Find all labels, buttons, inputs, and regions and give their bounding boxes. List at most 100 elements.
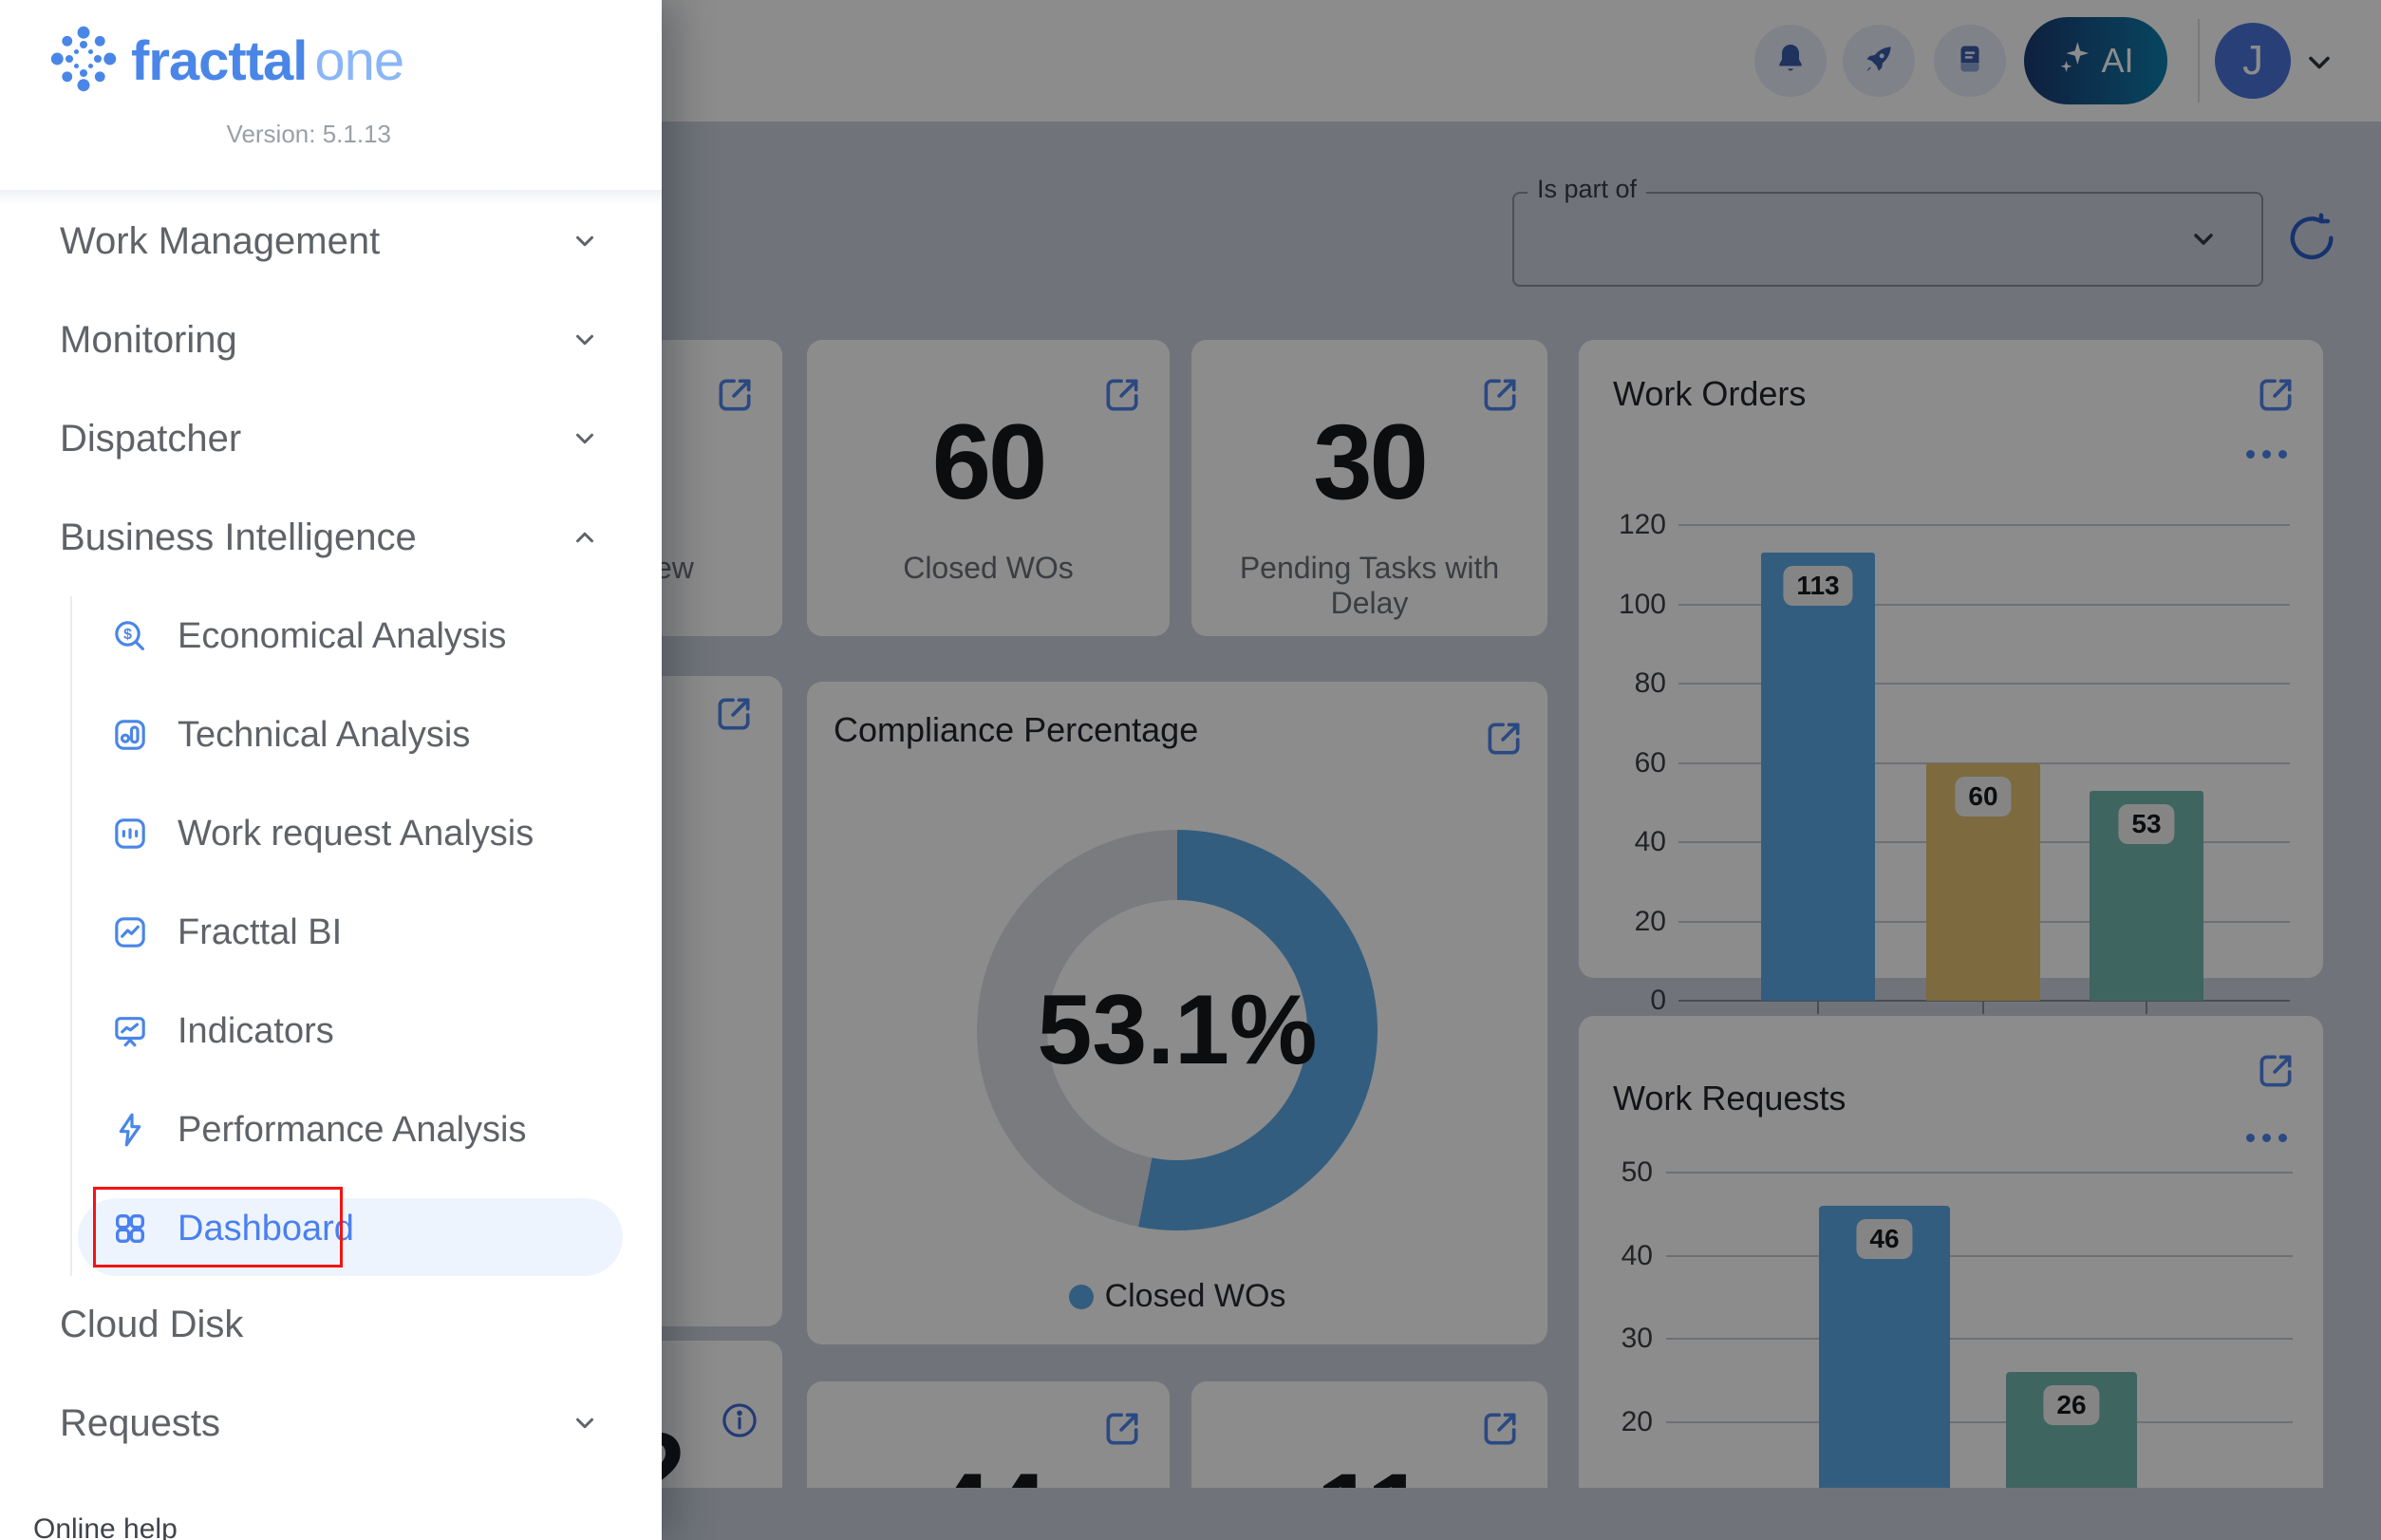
fracttal-logo-mark [49, 25, 118, 98]
compliance-title: Compliance Percentage [834, 710, 1199, 749]
chevron-down-icon [571, 1409, 599, 1437]
y-axis-tick-label: 100 [1618, 588, 1666, 620]
documentation-button[interactable] [1934, 25, 2006, 97]
y-axis-tick-label: 20 [1621, 1406, 1653, 1437]
sidebar-item-business-intelligence[interactable]: Business Intelligence [0, 488, 662, 587]
work-requests-card: Work Requests 20 30 40 50 46 26 [1579, 1016, 2323, 1488]
active-item-highlight [78, 1198, 623, 1276]
sidebar-header-shadow [0, 190, 662, 205]
sidebar-item-dashboard[interactable]: Dashboard [0, 1179, 662, 1278]
avatar-initial: J [2242, 37, 2263, 84]
sidebar-item-work-request-analysis[interactable]: Work request Analysis [0, 784, 662, 883]
open-external-icon[interactable] [1479, 1408, 1521, 1450]
sidebar-item-label: Dispatcher [60, 417, 242, 460]
sidebar-item-label: Cloud Disk [60, 1303, 244, 1345]
x-axis-tick [2146, 1001, 2147, 1014]
header-divider [2198, 19, 2200, 103]
user-avatar[interactable]: J [2215, 23, 2291, 99]
bar-value-label: 113 [1783, 566, 1853, 607]
whats-new-button[interactable] [1843, 25, 1915, 97]
bar-wo [1761, 553, 1875, 1001]
donut-legend: Closed WOs [807, 1278, 1547, 1315]
open-external-icon[interactable] [1101, 374, 1143, 416]
submenu-indent-guide [70, 596, 72, 1276]
open-external-icon[interactable] [2255, 1050, 2297, 1092]
work-requests-bar-chart: 20 30 40 50 46 26 [1579, 1016, 2323, 1488]
sidebar-item-work-management[interactable]: Work Management [0, 192, 662, 291]
logo-brand-text: fracttal [131, 30, 308, 92]
sidebar-item-economical-analysis[interactable]: $ Economical Analysis [0, 587, 662, 685]
online-help-link[interactable]: Online help [33, 1513, 178, 1540]
y-axis-tick-label: 120 [1618, 509, 1666, 540]
refresh-button[interactable] [2287, 213, 2338, 264]
work-orders-card: Work Orders 020406080100120113WO'...60Fi… [1579, 340, 2323, 1051]
top-header-bar: AI J [662, 0, 2381, 122]
open-external-icon[interactable] [1479, 374, 1521, 416]
y-axis-tick-label: 50 [1621, 1156, 1653, 1189]
fracttal-logo: fracttal one [49, 25, 404, 98]
dashboard-icon [111, 1210, 149, 1248]
y-axis-tick-label: 40 [1634, 826, 1666, 857]
sidebar-item-label: Economical Analysis [178, 615, 507, 656]
donut-hole [1047, 900, 1307, 1160]
sidebar-item-performance-analysis[interactable]: Performance Analysis [0, 1080, 662, 1179]
sidebar-item-indicators[interactable]: Indicators [0, 982, 662, 1080]
info-icon[interactable] [720, 1400, 759, 1440]
open-external-icon[interactable] [1101, 1408, 1143, 1450]
sidebar-item-label: Fracttal BI [178, 911, 343, 952]
y-axis-tick-label: 30 [1621, 1323, 1653, 1355]
sidebar-nav-bottom: Cloud Disk Requests [0, 1275, 662, 1473]
open-external-icon[interactable] [2255, 374, 2297, 416]
sidebar-item-requests[interactable]: Requests [0, 1374, 662, 1473]
kpi-value: 60 [931, 403, 1048, 521]
indicators-icon [111, 1012, 149, 1050]
kpi-label: Pending Tasks with Delay [1239, 551, 1500, 620]
kpi-card-11: 11 [1191, 1381, 1547, 1488]
fracttal-bi-icon [111, 913, 149, 951]
card-menu-dots[interactable] [2246, 450, 2287, 459]
technical-analysis-icon [111, 716, 149, 754]
open-external-icon[interactable] [1483, 718, 1525, 760]
sidebar-item-cloud-disk[interactable]: Cloud Disk [0, 1275, 662, 1374]
sidebar-item-dispatcher[interactable]: Dispatcher [0, 389, 662, 488]
open-external-icon[interactable] [714, 374, 756, 416]
y-axis-tick-label: 0 [1650, 985, 1666, 1016]
sidebar-item-label: Requests [60, 1401, 220, 1444]
sidebar-item-technical-analysis[interactable]: Technical Analysis [0, 685, 662, 784]
sidebar-item-monitoring[interactable]: Monitoring [0, 291, 662, 389]
sidebar-item-label: Monitoring [60, 318, 237, 361]
bar-value-label: 53 [2118, 803, 2175, 844]
bar-value-label: 60 [1955, 776, 2012, 817]
gridline [1678, 524, 2290, 526]
compliance-value: 53.1% [1037, 974, 1318, 1085]
rocket-icon [1860, 40, 1898, 83]
sparkle-icon [2057, 39, 2093, 84]
x-axis-tick [1982, 1001, 1984, 1014]
user-menu-chevron[interactable] [2302, 46, 2336, 85]
main-content: AI J Is part of ew 60 Closed WOs [662, 0, 2381, 1540]
kpi-label-fragment: ew [662, 551, 694, 585]
sidebar-nav-top: Work Management Monitoring Dispatcher Busin… [0, 192, 662, 587]
hidden-bottom-left-card: 2 [662, 1341, 782, 1488]
logo-product-text: one [314, 30, 404, 92]
is-part-of-label: Is part of [1528, 175, 1647, 204]
gridline [1666, 1254, 2293, 1257]
card-menu-dots[interactable] [2246, 1134, 2287, 1142]
ai-assistant-button[interactable]: AI [2024, 17, 2167, 104]
ai-button-label: AI [2101, 41, 2134, 80]
y-axis-tick-label: 60 [1634, 746, 1666, 779]
is-part-of-select[interactable] [1512, 192, 2263, 287]
chevron-down-icon [571, 326, 599, 354]
sidebar-item-label: Work request Analysis [178, 813, 534, 854]
work-request-analysis-icon [111, 815, 149, 853]
gridline [1678, 683, 2290, 685]
select-chevron-icon [2188, 224, 2219, 259]
legend-label: Closed WOs [1104, 1278, 1286, 1314]
kpi-card-wos-in-review: ew [662, 340, 782, 636]
chevron-down-icon [571, 424, 599, 453]
open-external-icon[interactable] [713, 693, 755, 735]
sidebar-item-fracttal-bi[interactable]: Fracttal BI [0, 883, 662, 982]
notifications-button[interactable] [1754, 25, 1827, 97]
kpi-value: 30 [1313, 403, 1429, 521]
